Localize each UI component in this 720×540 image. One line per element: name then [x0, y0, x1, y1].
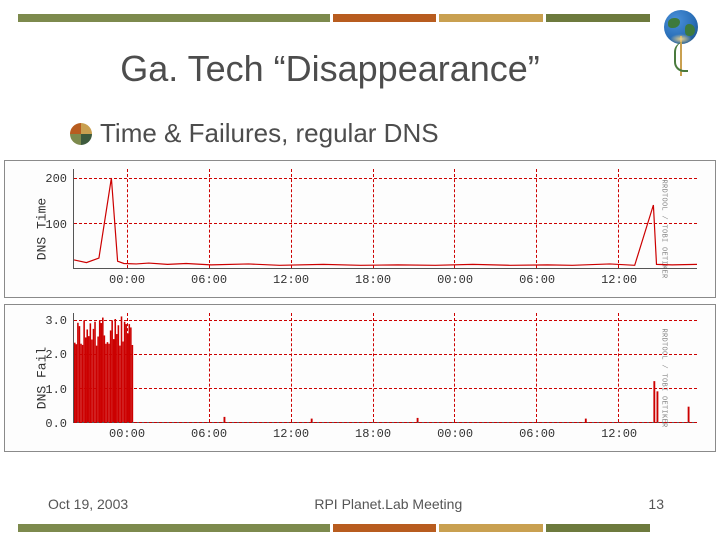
slide-title: Ga. Tech “Disappearance” [0, 48, 660, 90]
caduceus-icon [680, 36, 682, 76]
chart-xtick: 12:00 [273, 427, 309, 441]
chart-ytick: 2.0 [45, 348, 71, 362]
chart-ytick: 1.0 [45, 383, 71, 397]
subtitle-row: Time & Failures, regular DNS [70, 118, 439, 149]
stripe-segment [333, 14, 437, 22]
stripe-segment [546, 524, 650, 532]
chart-xtick: 00:00 [437, 427, 473, 441]
footer-meeting: RPI Planet.Lab Meeting [314, 496, 462, 512]
slide-logo [654, 10, 708, 82]
stripe-segment [439, 14, 543, 22]
chart-ytick: 200 [45, 172, 71, 186]
dns-fail-chart: DNS Fail RRDTOOL / TOBI OETIKER 0.01.02.… [4, 304, 716, 452]
chart-xtick: 00:00 [109, 273, 145, 287]
chart-xtick: 06:00 [191, 427, 227, 441]
chart-xtick: 00:00 [437, 273, 473, 287]
bullet-icon [70, 123, 92, 145]
chart-xtick: 12:00 [273, 273, 309, 287]
chart-plot-area [73, 313, 697, 423]
footer-page-number: 13 [648, 496, 664, 512]
bottom-accent-stripe [18, 524, 650, 532]
chart-xtick: 18:00 [355, 273, 391, 287]
chart-xtick: 06:00 [519, 273, 555, 287]
stripe-segment [439, 524, 543, 532]
chart-plot-area [73, 169, 697, 269]
chart-ytick: 3.0 [45, 314, 71, 328]
footer-date: Oct 19, 2003 [48, 496, 128, 512]
chart-xtick: 18:00 [355, 427, 391, 441]
chart-xtick: 06:00 [519, 427, 555, 441]
stripe-segment [18, 524, 330, 532]
top-accent-stripe [18, 14, 650, 22]
chart-xtick: 12:00 [601, 273, 637, 287]
dns-time-chart: DNS Time RRDTOOL / TOBI OETIKER 10020000… [4, 160, 716, 298]
stripe-segment [18, 14, 330, 22]
charts-container: DNS Time RRDTOOL / TOBI OETIKER 10020000… [4, 160, 716, 458]
chart-xtick: 06:00 [191, 273, 227, 287]
chart-ytick: 0.0 [45, 417, 71, 431]
chart-xtick: 12:00 [601, 427, 637, 441]
stripe-segment [546, 14, 650, 22]
chart-ytick: 100 [45, 218, 71, 232]
subtitle-text: Time & Failures, regular DNS [100, 118, 439, 149]
chart-xtick: 00:00 [109, 427, 145, 441]
stripe-segment [333, 524, 437, 532]
slide-footer: Oct 19, 2003 RPI Planet.Lab Meeting 13 [0, 496, 720, 512]
